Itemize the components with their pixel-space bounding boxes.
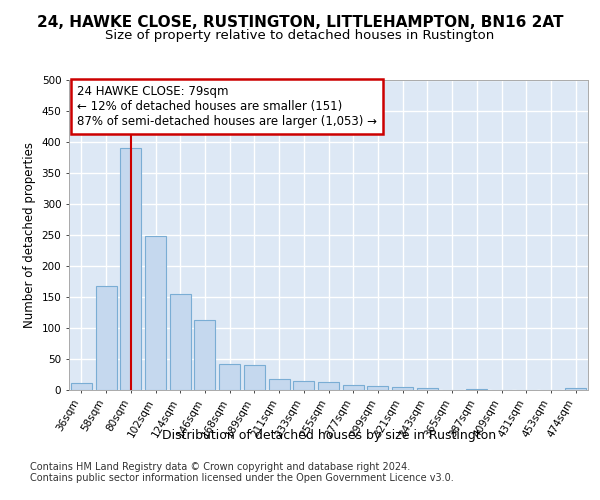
Text: Size of property relative to detached houses in Rustington: Size of property relative to detached ho… [106,28,494,42]
Bar [71,382,92,390]
Bar [343,385,364,390]
Bar [367,386,388,390]
Y-axis label: Number of detached properties: Number of detached properties [23,142,36,328]
Bar [194,320,215,390]
Bar [95,286,116,390]
Bar [244,365,265,390]
Text: Distribution of detached houses by size in Rustington: Distribution of detached houses by size … [162,428,496,442]
Bar [120,148,141,390]
Bar [392,387,413,390]
Bar [269,379,290,390]
Text: 24, HAWKE CLOSE, RUSTINGTON, LITTLEHAMPTON, BN16 2AT: 24, HAWKE CLOSE, RUSTINGTON, LITTLEHAMPT… [37,15,563,30]
Bar [219,364,240,390]
Bar [466,389,487,390]
Bar [318,382,339,390]
Bar [417,388,438,390]
Bar [293,382,314,390]
Bar [145,236,166,390]
Bar [170,294,191,390]
Bar [565,388,586,390]
Text: 24 HAWKE CLOSE: 79sqm
← 12% of detached houses are smaller (151)
87% of semi-det: 24 HAWKE CLOSE: 79sqm ← 12% of detached … [77,84,377,128]
Text: Contains HM Land Registry data © Crown copyright and database right 2024.
Contai: Contains HM Land Registry data © Crown c… [30,462,454,483]
